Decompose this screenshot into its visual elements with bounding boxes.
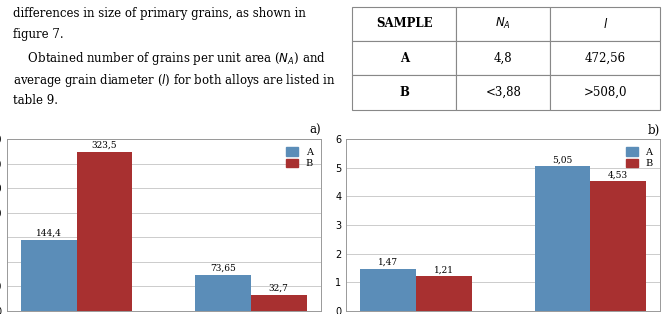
Bar xyxy=(77,152,133,311)
Text: Obtained number of grains per unit area ($N_A$) and: Obtained number of grains per unit area … xyxy=(13,50,325,67)
Text: B: B xyxy=(400,86,409,99)
Bar xyxy=(550,7,660,41)
Bar xyxy=(352,7,456,41)
Text: 4,8: 4,8 xyxy=(494,51,512,65)
Bar xyxy=(456,41,550,75)
Bar xyxy=(195,275,251,311)
Bar xyxy=(360,269,416,311)
Legend: A, B: A, B xyxy=(283,144,316,171)
Legend: A, B: A, B xyxy=(623,144,656,171)
Text: figure 7.: figure 7. xyxy=(13,28,63,41)
Text: differences in size of primary grains, as shown in: differences in size of primary grains, a… xyxy=(13,7,306,19)
Bar xyxy=(21,240,77,311)
Bar xyxy=(456,75,550,110)
Text: 1,47: 1,47 xyxy=(378,258,398,267)
Text: 73,65: 73,65 xyxy=(210,263,236,272)
Bar xyxy=(352,75,456,110)
Bar xyxy=(251,295,307,311)
Text: 144,4: 144,4 xyxy=(36,229,62,238)
Bar xyxy=(416,276,472,311)
Bar xyxy=(352,41,456,75)
Text: 1,21: 1,21 xyxy=(434,265,454,274)
Text: 5,05: 5,05 xyxy=(552,155,572,164)
Text: 4,53: 4,53 xyxy=(608,170,628,179)
Text: <3,88: <3,88 xyxy=(486,86,521,99)
Bar xyxy=(550,75,660,110)
Bar xyxy=(534,166,590,311)
Text: average grain diameter ($l$) for both alloys are listed in: average grain diameter ($l$) for both al… xyxy=(13,72,336,89)
Text: b): b) xyxy=(648,124,660,138)
Text: 323,5: 323,5 xyxy=(92,141,117,150)
Text: SAMPLE: SAMPLE xyxy=(376,17,432,30)
Text: 472,56: 472,56 xyxy=(585,51,626,65)
Bar xyxy=(590,181,646,311)
Bar xyxy=(456,7,550,41)
Text: $N_A$: $N_A$ xyxy=(496,16,511,31)
Text: A: A xyxy=(400,51,409,65)
Bar xyxy=(550,41,660,75)
Text: table 9.: table 9. xyxy=(13,94,58,106)
Text: $l$: $l$ xyxy=(603,17,608,31)
Text: >508,0: >508,0 xyxy=(584,86,627,99)
Text: 32,7: 32,7 xyxy=(269,283,289,292)
Text: a): a) xyxy=(309,124,321,138)
